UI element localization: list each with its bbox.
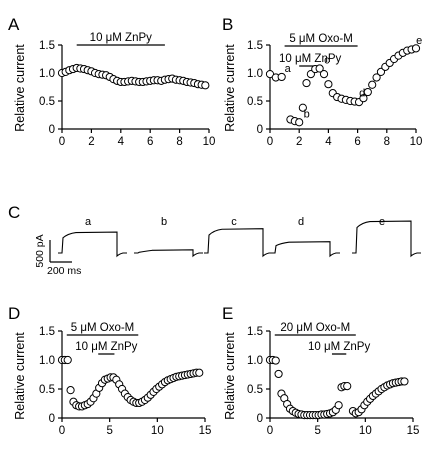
x-tick-label: 10 bbox=[410, 136, 423, 148]
y-tick-label: 0.5 bbox=[39, 384, 55, 396]
panel-b: B Relative current 0 0.5 1.0 1.5 0 2 4 6 8 10 5 μM O… bbox=[222, 15, 422, 148]
x-tick-label: 10 bbox=[359, 425, 372, 437]
y-tick-label: 0.5 bbox=[247, 96, 263, 108]
x-tick-label: 8 bbox=[384, 136, 390, 148]
x-tick-label: 2 bbox=[296, 136, 302, 148]
y-tick-label: 1.0 bbox=[39, 355, 55, 367]
application-label: 10 μM ZnPy bbox=[279, 53, 341, 65]
x-tick-label: 4 bbox=[118, 136, 125, 148]
data-point bbox=[368, 80, 377, 89]
x-tick-label: 15 bbox=[407, 425, 420, 437]
trace-label: a bbox=[85, 216, 92, 228]
x-tick-label: 0 bbox=[267, 425, 273, 437]
current-trace bbox=[58, 231, 127, 258]
y-tick-label: 1.0 bbox=[39, 68, 55, 80]
panel-letter: E bbox=[222, 304, 233, 323]
x-tick-label: 5 bbox=[106, 425, 112, 437]
trace-label: d bbox=[298, 216, 304, 228]
data-point bbox=[271, 356, 280, 365]
x-tick-label: 6 bbox=[147, 136, 153, 148]
y-axis-label: Relative current bbox=[223, 332, 237, 420]
y-tick-label: 0 bbox=[257, 124, 263, 136]
panel-letter: A bbox=[8, 15, 20, 34]
x-tick-label: 10 bbox=[151, 425, 164, 437]
data-point bbox=[63, 355, 72, 365]
y-tick-label: 1.0 bbox=[247, 68, 263, 80]
data-point bbox=[277, 72, 286, 82]
x-tick-label: 6 bbox=[354, 136, 360, 148]
x-tick-label: 0 bbox=[59, 425, 65, 437]
point-label: c bbox=[324, 55, 330, 67]
y-tick-label: 1.5 bbox=[39, 326, 55, 338]
data-point bbox=[315, 64, 324, 73]
panel-letter: C bbox=[8, 203, 20, 222]
x-tick-label: 8 bbox=[176, 136, 182, 148]
data-point bbox=[306, 70, 315, 79]
data-point bbox=[376, 67, 386, 76]
data-point bbox=[66, 386, 75, 395]
y-tick-label: 1.5 bbox=[247, 40, 263, 52]
point-label: a bbox=[285, 63, 292, 75]
application-label: 10 μM ZnPy bbox=[90, 32, 152, 44]
current-trace bbox=[271, 241, 340, 258]
trace-label: e bbox=[379, 216, 385, 228]
panel-d: D Relative current 0 0.5 1.0 1.5 0 5 10 15 5 μM Ox… bbox=[8, 304, 211, 437]
data-point bbox=[195, 368, 204, 377]
application-label: 5 μM Oxo-M bbox=[71, 322, 135, 334]
data-point bbox=[372, 73, 381, 82]
panel-a: A Relative current 0 0.5 1.0 1.5 0 2 4 6 8 10 10 μM … bbox=[8, 15, 215, 148]
scale-bar-current-label: 500 pA bbox=[34, 234, 46, 267]
data-point bbox=[302, 78, 311, 88]
y-axis-label: Relative current bbox=[13, 44, 27, 132]
data-point bbox=[319, 70, 329, 79]
data-point bbox=[201, 81, 210, 90]
data-point bbox=[295, 118, 304, 127]
data-point bbox=[343, 382, 352, 391]
y-tick-label: 0 bbox=[49, 124, 55, 136]
data-point bbox=[363, 87, 372, 97]
y-tick-label: 1.5 bbox=[247, 326, 263, 338]
y-axis-label: Relative current bbox=[13, 332, 27, 420]
data-point bbox=[411, 44, 421, 53]
x-tick-label: 0 bbox=[267, 136, 273, 148]
current-trace bbox=[352, 220, 421, 258]
trace-label: c bbox=[231, 216, 237, 228]
y-axis-label: Relative current bbox=[223, 44, 237, 132]
trace-label: b bbox=[161, 216, 167, 228]
y-tick-label: 0 bbox=[49, 413, 55, 425]
data-point bbox=[298, 103, 307, 112]
data-point bbox=[274, 369, 283, 379]
panel-letter: B bbox=[222, 15, 233, 34]
data-point bbox=[400, 377, 409, 386]
data-point bbox=[359, 94, 368, 103]
data-point bbox=[324, 80, 333, 89]
x-tick-label: 10 bbox=[203, 136, 216, 148]
panel-letter: D bbox=[8, 304, 20, 323]
y-tick-label: 0 bbox=[257, 413, 263, 425]
x-tick-label: 5 bbox=[314, 425, 320, 437]
x-tick-label: 0 bbox=[59, 136, 65, 148]
y-tick-label: 0.5 bbox=[247, 384, 263, 396]
application-label: 5 μM Oxo-M bbox=[289, 33, 353, 45]
panel-e: E Relative current 0 0.5 1.0 1.5 0 5 10 15 20 μM O… bbox=[222, 304, 419, 437]
x-tick-label: 4 bbox=[325, 136, 332, 148]
current-trace bbox=[204, 228, 273, 258]
application-label: 10 μM ZnPy bbox=[75, 341, 137, 353]
application-label: 20 μM Oxo-M bbox=[280, 322, 350, 334]
x-tick-label: 15 bbox=[199, 425, 212, 437]
scale-bar-time-label: 200 ms bbox=[47, 265, 81, 277]
point-label: b bbox=[304, 108, 310, 120]
y-tick-label: 1.5 bbox=[39, 40, 55, 52]
point-label: e bbox=[416, 35, 422, 47]
x-tick-label: 2 bbox=[88, 136, 94, 148]
y-tick-label: 1.0 bbox=[247, 355, 263, 367]
application-label: 10 μM ZnPy bbox=[308, 341, 370, 353]
y-tick-label: 0.5 bbox=[39, 96, 55, 108]
current-trace bbox=[134, 249, 203, 258]
point-label: d bbox=[359, 88, 365, 100]
data-point bbox=[334, 401, 343, 410]
